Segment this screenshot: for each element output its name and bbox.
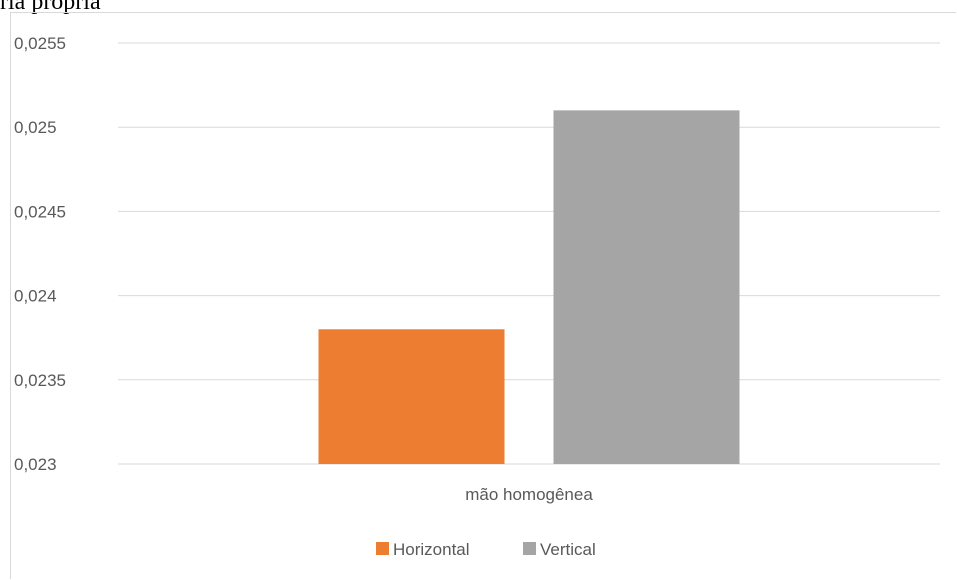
- caption-fragment: ria própria: [0, 0, 101, 15]
- y-tick-label: 0,025: [14, 118, 57, 137]
- legend-label-horizontal: Horizontal: [393, 540, 470, 559]
- bar-vertical: [553, 110, 740, 465]
- legend-swatch-vertical: [523, 542, 536, 555]
- legend-label-vertical: Vertical: [540, 540, 596, 559]
- y-tick-label: 0,0235: [14, 371, 66, 390]
- x-tick-label: mão homogênea: [465, 485, 593, 504]
- legend-swatch-horizontal: [376, 542, 389, 555]
- chart-area: [10, 12, 956, 579]
- y-tick-label: 0,023: [14, 455, 57, 474]
- y-tick-label: 0,0255: [14, 34, 66, 53]
- y-tick-label: 0,024: [14, 287, 57, 306]
- y-tick-label: 0,0245: [14, 202, 66, 221]
- bar-horizontal: [318, 329, 505, 464]
